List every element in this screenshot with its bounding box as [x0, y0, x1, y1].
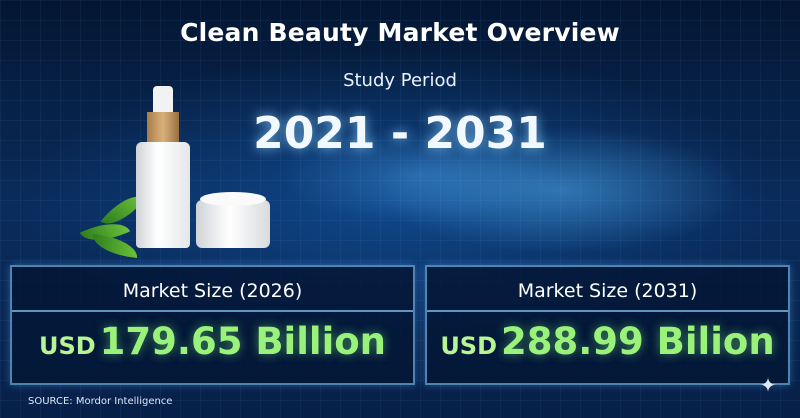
bottle-pump-icon: [153, 86, 173, 113]
study-period-range: 2021 - 2031: [253, 108, 547, 159]
panel-label: Market Size (2026): [12, 267, 413, 312]
panel-label: Market Size (2031): [427, 267, 788, 312]
market-value: 288.99 Bilion: [501, 320, 775, 363]
page-title: Clean Beauty Market Overview: [180, 18, 620, 47]
market-value: 179.65 Billion: [99, 320, 387, 363]
cream-jar-icon: [196, 200, 270, 248]
currency: USD: [38, 332, 96, 360]
currency: USD: [440, 332, 498, 360]
study-period-label: Study Period: [343, 70, 457, 91]
market-size-2026-panel: Market Size (2026) USD 179.65 Billion: [10, 265, 415, 385]
bottle-collar-icon: [147, 112, 179, 144]
market-size-2031-panel: Market Size (2031) USD 288.99 Bilion: [425, 265, 790, 385]
sparkle-icon: ✦: [759, 373, 777, 397]
cream-icon: [200, 192, 266, 206]
source-note: SOURCE: Mordor Intelligence: [28, 396, 173, 407]
bottle-icon: [136, 142, 190, 248]
